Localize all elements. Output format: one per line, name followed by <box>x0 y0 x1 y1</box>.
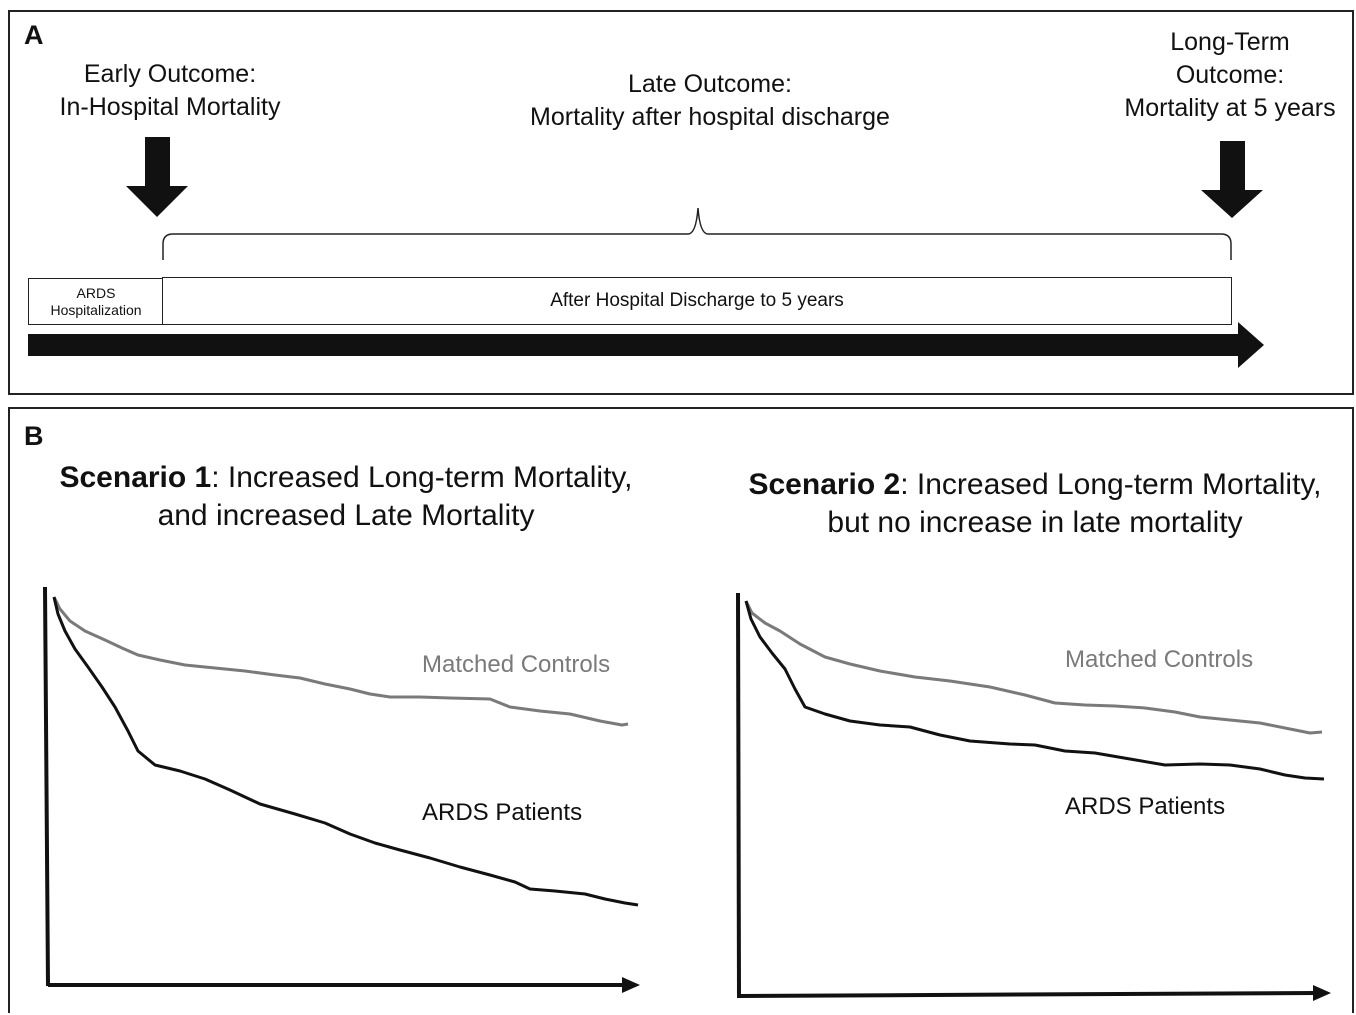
early-down-arrow-icon <box>126 137 188 217</box>
scenario1-y-axis <box>43 586 50 987</box>
late-outcome-line1: Late Outcome: <box>628 70 792 98</box>
timeline-arrow-icon <box>28 322 1264 368</box>
scenario1-title-rest: : Increased Long-term Mortality, <box>211 461 633 494</box>
scenario2-y-axis <box>736 592 741 999</box>
scenario1-patients-curve <box>52 596 639 907</box>
scenario1-x-axis-arrow-icon <box>622 977 640 993</box>
scenario2-patients-curve <box>744 600 1325 781</box>
scenario2-controls-label: Matched Controls <box>1065 646 1254 673</box>
after-discharge-box: After Hospital Discharge to 5 years <box>162 277 1232 325</box>
scenario2-title-rest: : Increased Long-term Mortality, <box>900 468 1322 501</box>
scenario1-title-bold: Scenario 1 <box>59 461 212 494</box>
late-outcome-label: Late Outcome: Mortality after hospital d… <box>450 68 970 134</box>
panel-a-label: A <box>24 20 44 50</box>
hospitalization-box-line1: ARDS <box>76 284 116 301</box>
early-outcome-label: Early Outcome: In-Hospital Mortality <box>30 58 310 124</box>
early-outcome-line1: Early Outcome: <box>83 60 257 88</box>
scenario2-patients-label: ARDS Patients <box>1065 793 1226 820</box>
scenario2-controls-curve <box>744 600 1323 735</box>
long-term-line3: Mortality at 5 years <box>1124 94 1336 122</box>
panel-b-label: B <box>24 421 44 451</box>
hospitalization-box-line2: Hospitalization <box>50 301 142 318</box>
late-outcome-line2: Mortality after hospital discharge <box>530 103 890 131</box>
scenario1-controls-curve <box>52 596 629 727</box>
long-term-line2: Outcome: <box>1175 61 1285 89</box>
scenario1-controls-label: Matched Controls <box>422 651 611 678</box>
panel-a-graphics <box>28 137 1264 368</box>
scenario1-title: Scenario 1: Increased Long-term Mortalit… <box>16 459 676 535</box>
scenario1-patients-label: ARDS Patients <box>422 799 583 826</box>
scenario2-x-axis-arrow-icon <box>1313 985 1331 1001</box>
long-term-down-arrow-icon <box>1201 141 1263 218</box>
panel-b: B Scenario 1: Increased Long-term Mortal… <box>8 407 1354 1013</box>
early-outcome-line2: In-Hospital Mortality <box>59 93 281 121</box>
long-term-line1: Long-Term <box>1170 28 1290 56</box>
ards-hospitalization-box: ARDS Hospitalization <box>28 278 164 325</box>
scenario2-title-line2: but no increase in late mortality <box>827 506 1243 539</box>
panel-b-graphics <box>43 586 1331 1001</box>
scenario2-x-axis <box>738 991 1317 998</box>
scenario2-title-bold: Scenario 2 <box>748 468 901 501</box>
scenario1-title-line2: and increased Late Mortality <box>157 499 535 532</box>
panel-a: A Early Outcome: In-Hospital Mortality L… <box>8 10 1354 395</box>
scenario2-title: Scenario 2: Increased Long-term Mortalit… <box>710 466 1356 542</box>
long-term-outcome-label: Long-Term Outcome: Mortality at 5 years <box>1100 26 1356 125</box>
late-period-brace <box>162 207 1232 260</box>
